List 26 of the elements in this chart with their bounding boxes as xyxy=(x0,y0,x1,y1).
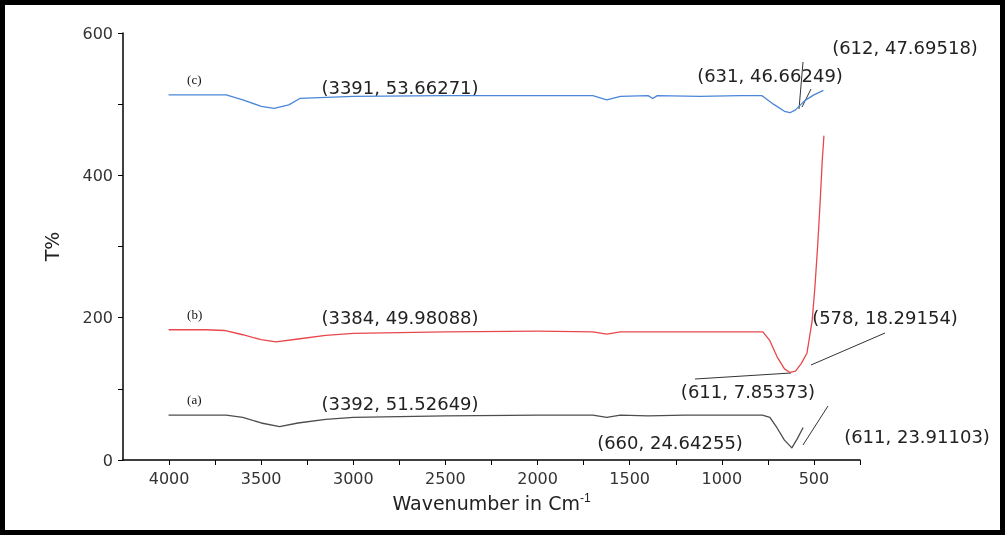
y-tick-label: 400 xyxy=(82,165,113,185)
annotation: (3391, 53.66271) xyxy=(321,76,479,98)
annotation: (611, 7.85373) xyxy=(680,380,816,402)
annotation: (3384, 49.98088) xyxy=(321,306,479,328)
x-tick-label: 2000 xyxy=(517,468,558,488)
annotation: (631, 46.66249) xyxy=(697,64,843,86)
annotation: (612, 47.69518) xyxy=(832,36,978,58)
x-tick-label: 2500 xyxy=(425,468,466,488)
y-tick-label: 0 xyxy=(102,450,113,470)
annotation: (578, 18.29154) xyxy=(812,306,958,328)
series-label: (a) xyxy=(187,392,202,408)
x-tick-label: 3000 xyxy=(332,468,374,488)
annotation: (660, 24.64255) xyxy=(597,431,743,453)
line-series xyxy=(168,414,804,449)
x-tick-label: 4000 xyxy=(148,468,190,488)
y-axis-title: T% xyxy=(40,231,63,263)
annotation: (611, 23.91103) xyxy=(844,425,990,447)
series-label: (b) xyxy=(187,306,203,322)
y-tick-label: 200 xyxy=(82,308,113,328)
x-tick-label: 500 xyxy=(798,468,830,488)
x-tick-label: 1000 xyxy=(701,468,743,488)
x-tick-label: 3500 xyxy=(240,468,282,488)
y-tick-label: 600 xyxy=(82,23,113,43)
x-tick-label: 1500 xyxy=(609,468,651,488)
series-label: (c) xyxy=(187,71,202,87)
annotation: (3392, 51.52649) xyxy=(321,392,479,414)
